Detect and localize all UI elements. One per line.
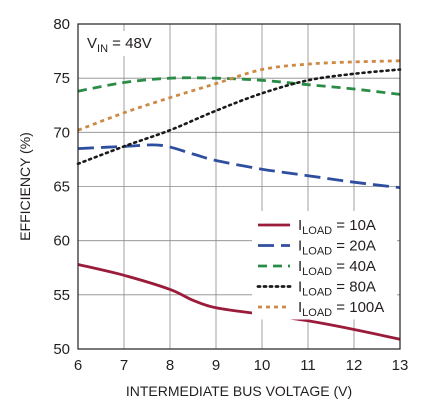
x-axis-title: INTERMEDIATE BUS VOLTAGE (V) [126, 383, 352, 399]
vin-annotation-text: VIN = 48V [87, 35, 152, 55]
series-line-2 [77, 143, 401, 189]
plot-frame [77, 23, 401, 350]
legend-label-5: ILOAD = 100A [298, 299, 384, 319]
y-tick-label: 80 [53, 16, 70, 33]
y-axis-title: EFFICIENCY (%) [17, 132, 33, 241]
y-tick-label: 70 [53, 124, 70, 141]
y-tick-label: 55 [53, 287, 70, 304]
legend-label-3: ILOAD = 40A [298, 258, 376, 278]
series-line-1 [77, 263, 401, 341]
x-tick-label: 7 [120, 357, 128, 374]
series-lines [76, 59, 402, 341]
x-tick-label: 9 [212, 357, 220, 374]
y-tick-label: 50 [53, 341, 70, 358]
y-tick-label: 60 [53, 233, 70, 250]
x-tick-label: 12 [346, 357, 363, 374]
x-tick-label: 6 [74, 357, 82, 374]
x-tick-label: 11 [300, 357, 316, 374]
x-tick-label: 10 [254, 357, 271, 374]
series-line-5 [77, 59, 401, 132]
legend-label-1: ILOAD = 10A [298, 217, 376, 237]
y-tick-label: 65 [53, 179, 70, 196]
series-line-4 [76, 68, 402, 166]
y-tick-label: 75 [53, 70, 70, 87]
legend-label-2: ILOAD = 20A [298, 238, 376, 258]
x-tick-label: 13 [392, 357, 409, 374]
series-line-3 [77, 76, 401, 96]
vin-annotation: VIN = 48V [83, 31, 163, 56]
x-tick-label: 8 [166, 357, 174, 374]
tick-labels: 6 7 8 9 10 11 12 13 50 55 60 65 70 75 80 [53, 16, 408, 374]
legend-label-4: ILOAD = 80A [298, 279, 376, 299]
